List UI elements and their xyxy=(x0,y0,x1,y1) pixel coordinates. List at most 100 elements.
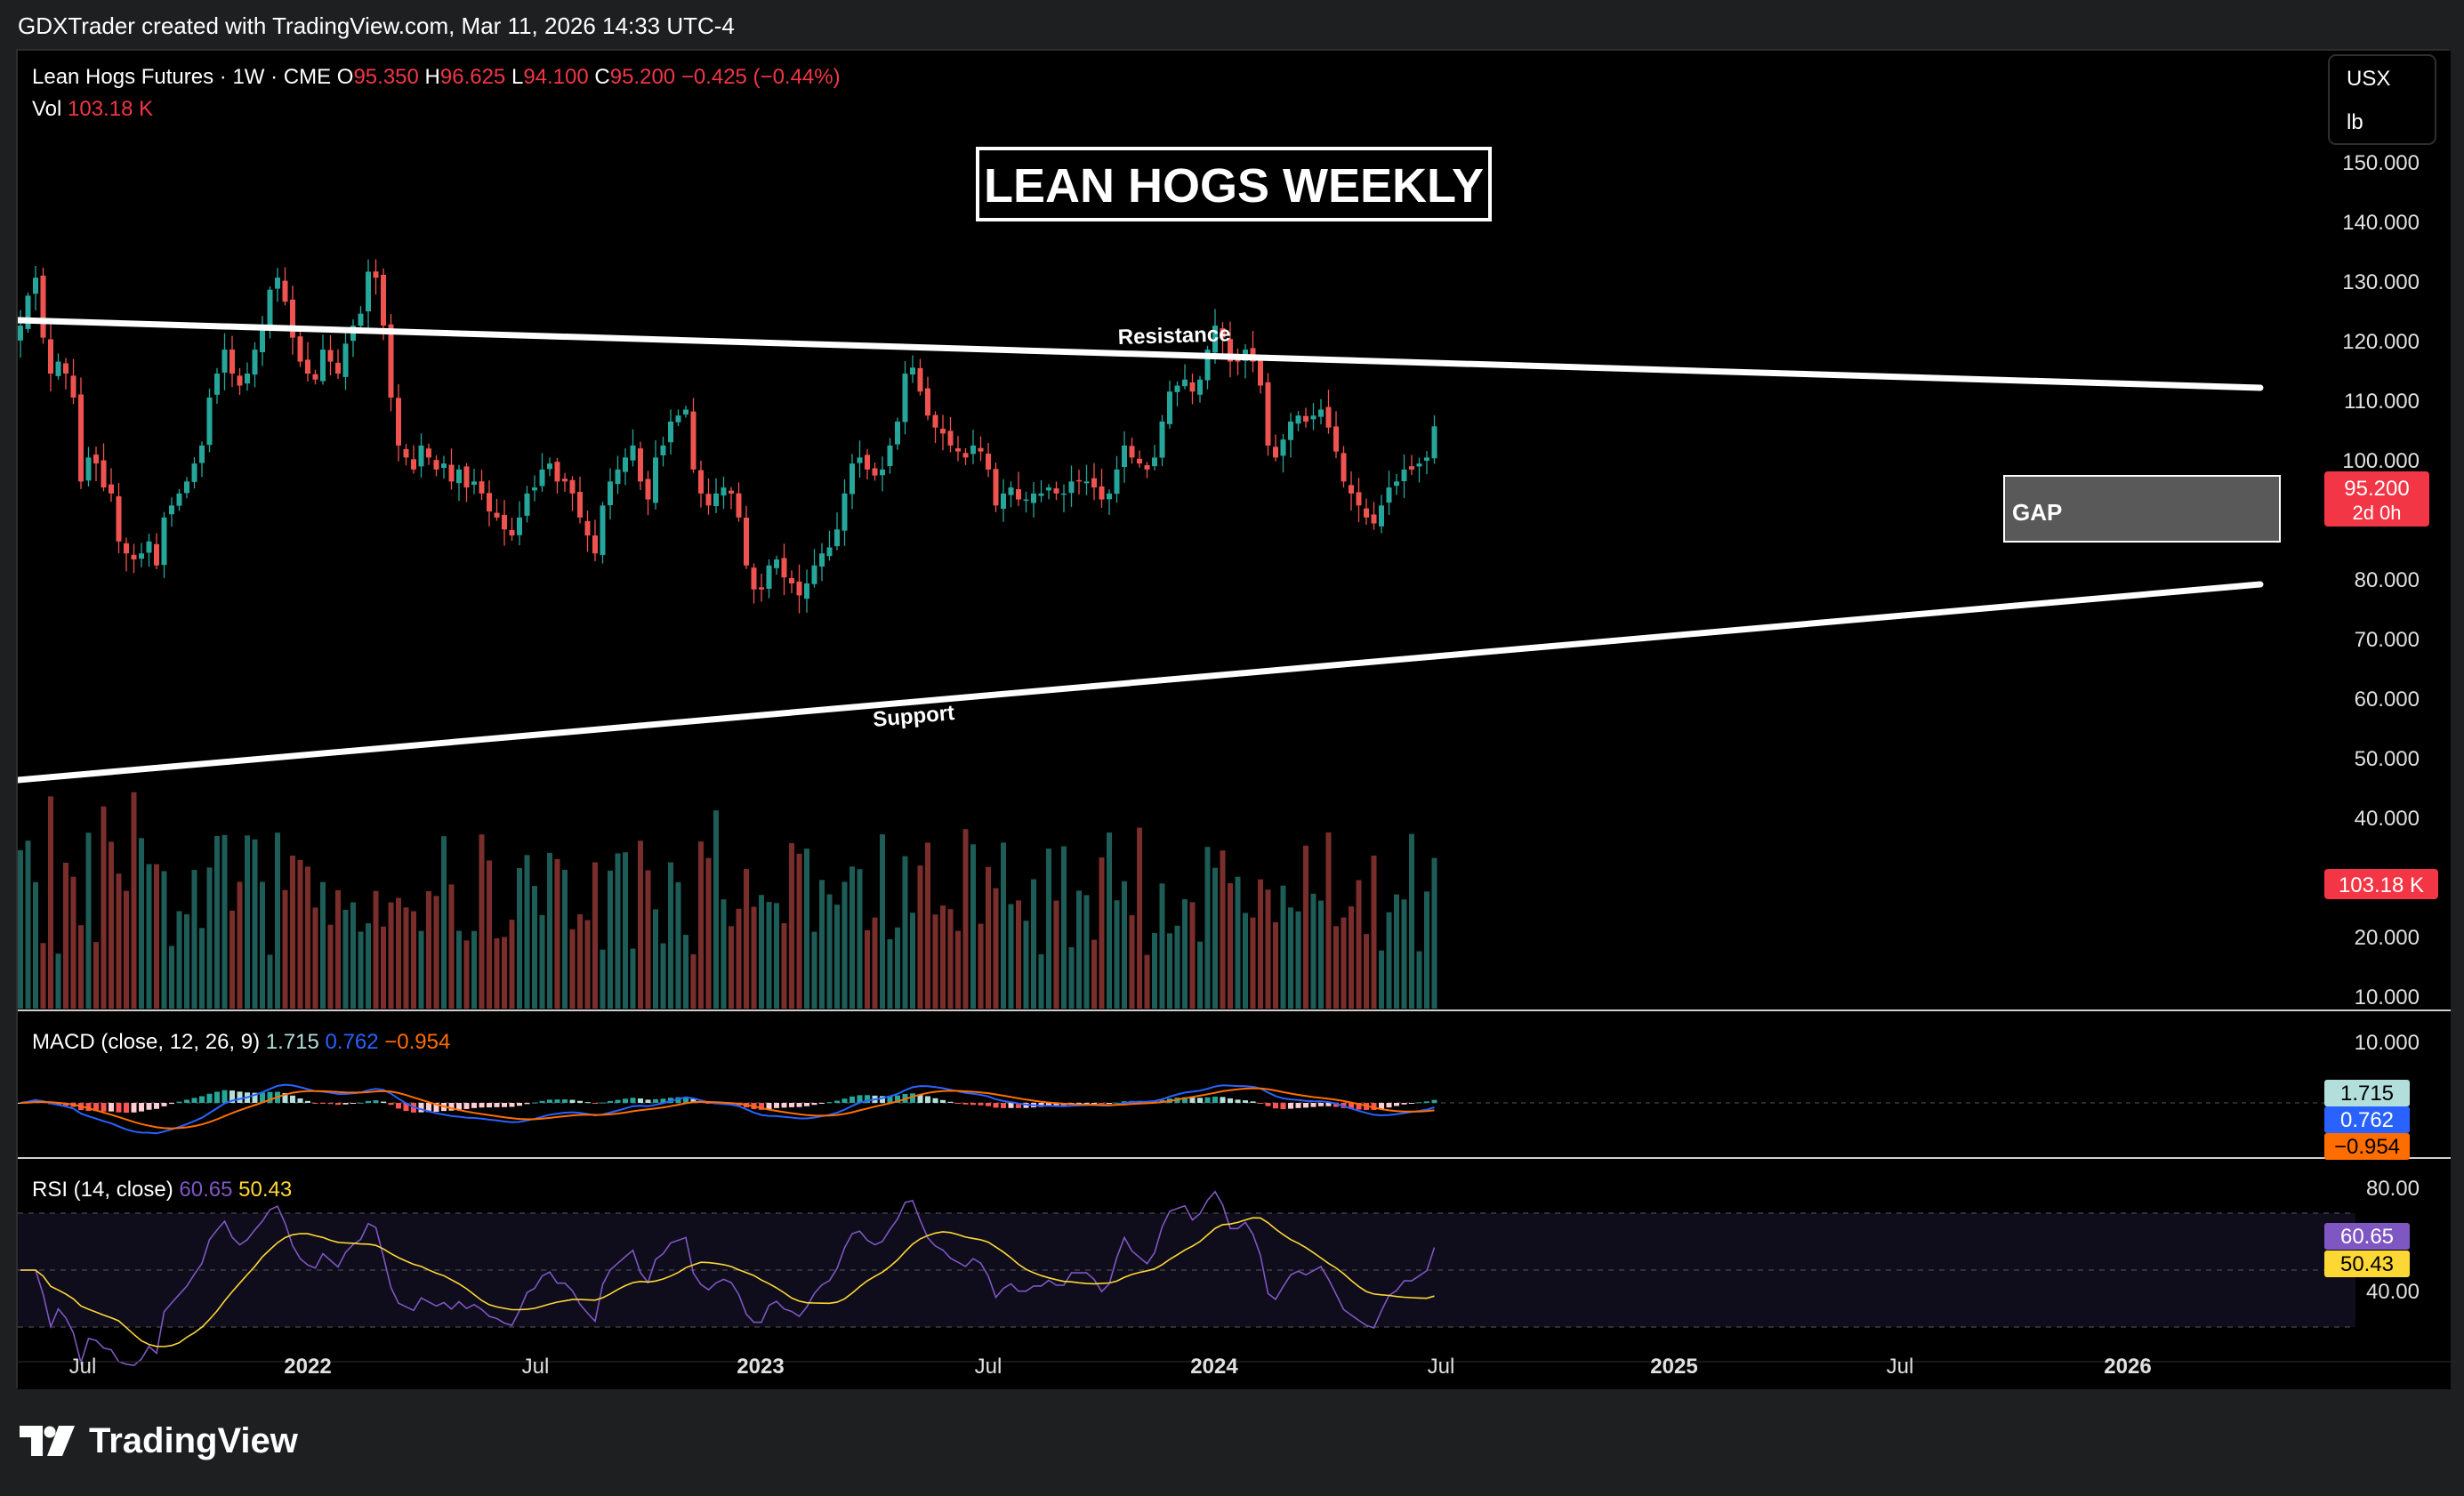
volume-bar xyxy=(600,949,606,1009)
volume-bar xyxy=(48,796,53,1009)
volume-bar xyxy=(494,937,500,1009)
candle-body xyxy=(1137,458,1142,464)
macd-histogram-bar xyxy=(1076,1103,1082,1105)
candle-body xyxy=(1076,479,1082,482)
volume-bar xyxy=(78,925,84,1009)
macd-histogram-bar xyxy=(986,1103,991,1106)
macd-histogram-bar xyxy=(547,1099,552,1103)
price-axis-tick: 70.000 xyxy=(2355,628,2420,652)
candle-body xyxy=(426,448,431,458)
price-axis-tick: 130.000 xyxy=(2342,270,2420,294)
macd-histogram-bar xyxy=(925,1096,930,1103)
macd-histogram-bar xyxy=(1409,1103,1414,1104)
chart-canvas[interactable]: 150.000 140.000 130.000 120.000 110.000 100.0… xyxy=(18,51,2451,1389)
price-axis-tick: 100.000 xyxy=(2342,449,2420,473)
volume-bar xyxy=(509,920,515,1009)
macd-histogram-bar xyxy=(116,1103,122,1113)
candle-body xyxy=(1038,493,1044,496)
macd-legend-label: MACD (close, 12, 26, 9) xyxy=(32,1030,266,1054)
macd-histogram-bar xyxy=(1189,1098,1196,1103)
macd-histogram-bar xyxy=(312,1103,318,1104)
macd-histogram-bar xyxy=(1235,1099,1241,1103)
macd-histogram-bar xyxy=(448,1103,455,1111)
candle-body xyxy=(872,468,878,476)
legend-value: −0.425 (−0.44%) xyxy=(681,65,841,89)
volume-bar xyxy=(1250,917,1256,1009)
candle-body xyxy=(1099,486,1105,500)
candle-body xyxy=(1204,350,1211,381)
macd-histogram-bar xyxy=(1220,1097,1226,1103)
volume-bar xyxy=(1001,842,1006,1009)
volume-bar xyxy=(517,867,522,1009)
candle-body xyxy=(1107,493,1112,500)
macd-histogram-bar xyxy=(358,1102,364,1104)
macd-histogram-bar xyxy=(297,1098,303,1103)
candle-body xyxy=(962,453,969,458)
volume-bar xyxy=(962,829,969,1009)
macd-histogram-bar xyxy=(841,1098,848,1103)
candle-body xyxy=(214,374,220,395)
candle-body xyxy=(305,359,310,374)
volume-bar xyxy=(109,841,114,1009)
candle-body xyxy=(600,505,606,556)
candle-body xyxy=(668,421,673,443)
candle-body xyxy=(1265,382,1271,446)
chart-frame[interactable]: 150.000 140.000 130.000 120.000 110.000 100.0… xyxy=(16,49,2451,1389)
candle-body xyxy=(471,481,477,486)
candle-body xyxy=(282,280,288,302)
volume-bar xyxy=(206,867,213,1009)
macd-histogram-bar xyxy=(93,1103,99,1112)
macd-histogram-bar xyxy=(366,1100,371,1103)
macd-histogram-bar xyxy=(887,1096,893,1103)
macd-histogram-bar xyxy=(1310,1103,1317,1107)
volume-bar xyxy=(426,890,431,1009)
macd-histogram-bar xyxy=(690,1098,697,1103)
volume-bar xyxy=(1174,925,1180,1009)
volume-bar xyxy=(887,939,893,1009)
candle-body xyxy=(1288,421,1293,440)
macd-histogram-bar xyxy=(426,1103,431,1113)
macd-histogram-bar xyxy=(463,1103,470,1109)
macd-histogram-bar xyxy=(955,1103,961,1104)
candle-body xyxy=(456,469,462,484)
time-axis-tick: Jul xyxy=(1428,1355,1455,1379)
candle-body xyxy=(1220,328,1226,338)
footer-brand[interactable]: TradingView xyxy=(20,1421,298,1461)
macd-histogram-bar xyxy=(562,1099,568,1103)
candle-body xyxy=(366,271,371,312)
volume-bar xyxy=(1416,951,1422,1009)
candle-body xyxy=(789,577,794,583)
macd-signal-line xyxy=(20,1087,1435,1130)
candle-body xyxy=(297,336,303,362)
candle-body xyxy=(463,466,470,488)
volume-bar xyxy=(524,855,530,1009)
volume-bar xyxy=(729,926,734,1009)
candle-body xyxy=(1091,478,1097,488)
volume-bar xyxy=(471,930,477,1009)
macd-line xyxy=(20,1083,1435,1135)
macd-histogram-bar xyxy=(592,1103,598,1104)
candle-body xyxy=(1212,326,1218,353)
volume-bar xyxy=(1167,933,1172,1009)
candle-body xyxy=(811,565,817,584)
volume-bar xyxy=(101,806,107,1009)
macd-histogram-bar xyxy=(282,1092,288,1103)
candle-body xyxy=(834,529,840,547)
unit-box xyxy=(2328,54,2436,145)
candle-body xyxy=(554,462,560,482)
macd-histogram-bar xyxy=(819,1103,825,1104)
volume-bar xyxy=(176,911,182,1009)
volume-bar xyxy=(1310,893,1317,1009)
candle-body xyxy=(1431,426,1437,459)
volume-bar xyxy=(260,881,265,1009)
macd-histogram-bar xyxy=(539,1100,545,1103)
volume-bar xyxy=(660,943,666,1009)
candle-body xyxy=(479,481,485,494)
volume-bar xyxy=(577,913,583,1009)
macd-histogram-bar xyxy=(638,1098,643,1103)
volume-bar xyxy=(668,862,673,1009)
volume-bar xyxy=(327,924,334,1009)
volume-bar xyxy=(411,911,416,1009)
volume-bar xyxy=(865,929,870,1009)
volume-bar xyxy=(539,914,545,1009)
